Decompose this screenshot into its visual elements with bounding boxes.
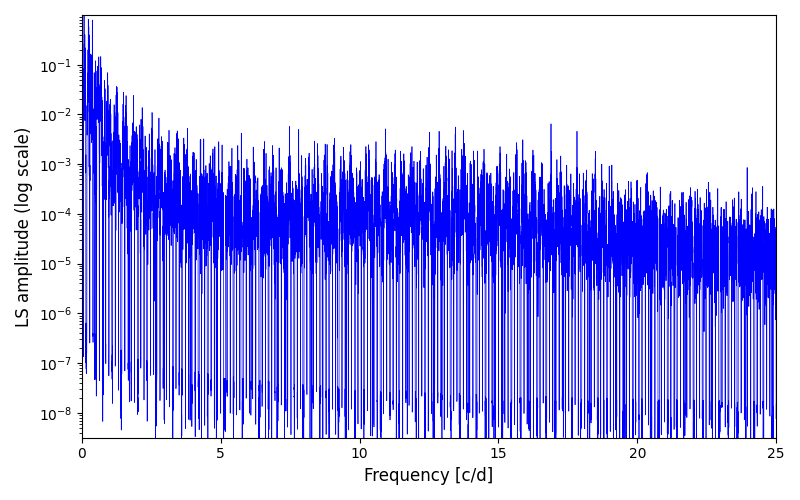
Y-axis label: LS amplitude (log scale): LS amplitude (log scale) (15, 126, 33, 326)
X-axis label: Frequency [c/d]: Frequency [c/d] (364, 467, 494, 485)
